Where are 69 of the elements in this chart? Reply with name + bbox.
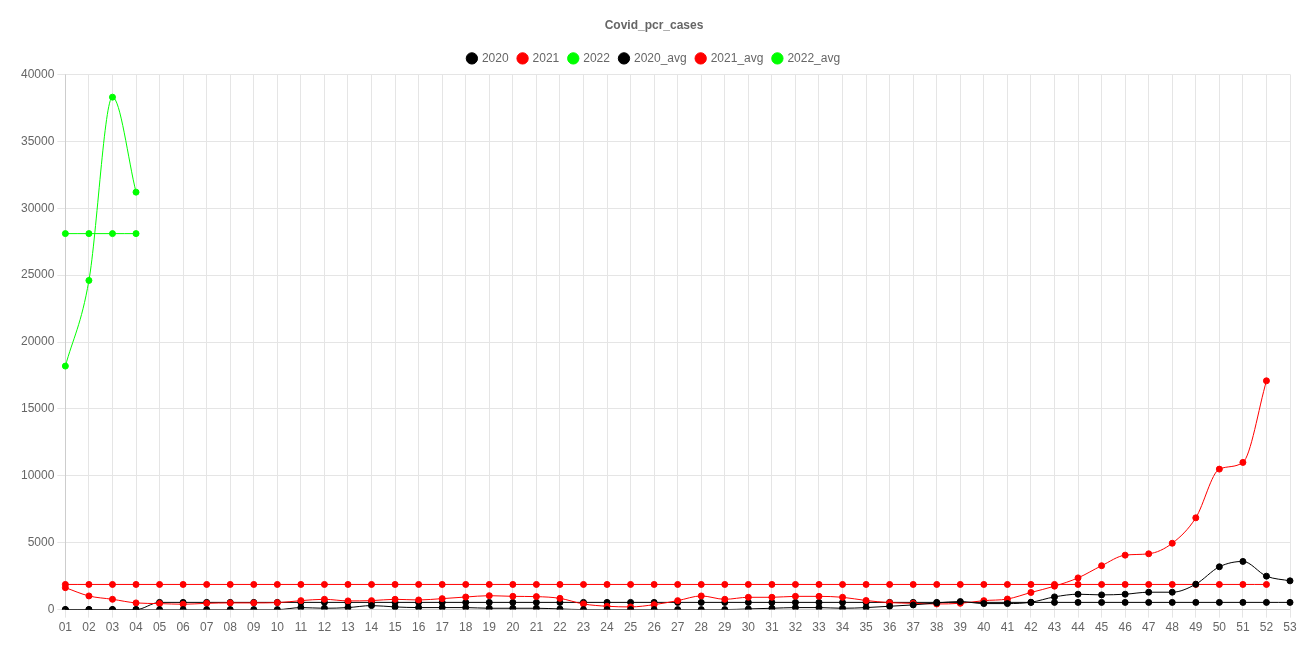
- x-tick-label: 06: [176, 620, 191, 635]
- x-tick-label: 21: [529, 620, 544, 635]
- legend-label: 2020_avg: [633, 50, 687, 65]
- legend-label: 2022_avg: [787, 50, 841, 65]
- x-tick-label: 32: [788, 620, 803, 635]
- x-tick-label: 36: [882, 620, 897, 635]
- y-tick-label: 0: [47, 601, 55, 616]
- y-tick-label: 10000: [20, 468, 55, 483]
- chart-title: Covid_pcr_cases: [604, 17, 704, 32]
- x-tick-label: 31: [765, 620, 779, 635]
- x-tick-label: 01: [58, 620, 73, 635]
- x-tick-label: 25: [623, 620, 638, 635]
- x-tick-label: 24: [600, 620, 615, 635]
- x-tick-label: 48: [1165, 620, 1180, 635]
- x-tick-label: 50: [1212, 620, 1227, 635]
- y-tick-label: 35000: [20, 133, 55, 148]
- x-tick-label: 37: [906, 620, 921, 635]
- legend-label: 2022: [583, 50, 611, 65]
- x-tick-label: 41: [1000, 620, 1015, 635]
- x-tick-label: 03: [105, 620, 120, 635]
- x-tick-label: 10: [270, 620, 285, 635]
- x-tick-label: 04: [129, 620, 144, 635]
- y-tick-label: 40000: [20, 66, 55, 81]
- x-tick-label: 11: [294, 620, 308, 635]
- x-tick-label: 13: [341, 620, 355, 635]
- x-tick-label: 28: [694, 620, 709, 635]
- x-tick-label: 42: [1024, 620, 1038, 635]
- x-tick-label: 34: [835, 620, 850, 635]
- x-tick-label: 05: [152, 620, 167, 635]
- y-tick-label: 25000: [20, 267, 55, 282]
- x-tick-label: 49: [1189, 620, 1203, 635]
- legend-label: 2021_avg: [710, 50, 764, 65]
- x-tick-label: 08: [223, 620, 238, 635]
- x-tick-label: 38: [930, 620, 944, 635]
- y-tick-label: 30000: [20, 200, 55, 215]
- x-tick-label: 15: [388, 620, 403, 635]
- x-tick-label: 27: [671, 620, 685, 635]
- x-tick-label: 23: [576, 620, 591, 635]
- x-tick-label: 14: [364, 620, 379, 635]
- x-tick-label: 29: [718, 620, 732, 635]
- x-tick-label: 20: [506, 620, 520, 635]
- x-tick-label: 45: [1094, 620, 1109, 635]
- x-tick-label: 33: [812, 620, 826, 635]
- x-tick-label: 43: [1047, 620, 1062, 635]
- x-tick-label: 51: [1236, 620, 1250, 635]
- x-tick-label: 53: [1283, 620, 1297, 635]
- legend-label: 2020: [481, 50, 509, 65]
- y-tick-label: 15000: [20, 401, 55, 416]
- x-tick-label: 02: [82, 620, 96, 635]
- x-tick-label: 18: [459, 620, 473, 635]
- y-tick-label: 5000: [27, 535, 55, 550]
- x-tick-label: 26: [647, 620, 662, 635]
- x-tick-label: 12: [317, 620, 332, 635]
- x-tick-label: 52: [1259, 620, 1274, 635]
- x-tick-label: 17: [435, 620, 450, 635]
- x-tick-label: 22: [553, 620, 567, 635]
- legend-label: 2021: [532, 50, 560, 65]
- x-tick-label: 44: [1071, 620, 1086, 635]
- x-tick-label: 40: [977, 620, 991, 635]
- x-tick-label: 09: [247, 620, 261, 635]
- x-tick-label: 46: [1118, 620, 1133, 635]
- x-tick-label: 19: [482, 620, 497, 635]
- x-tick-label: 47: [1142, 620, 1156, 635]
- y-tick-label: 20000: [20, 334, 55, 349]
- x-tick-label: 07: [199, 620, 214, 635]
- x-tick-label: 35: [859, 620, 874, 635]
- x-tick-label: 39: [953, 620, 968, 635]
- x-tick-label: 30: [741, 620, 756, 635]
- x-tick-label: 16: [411, 620, 426, 635]
